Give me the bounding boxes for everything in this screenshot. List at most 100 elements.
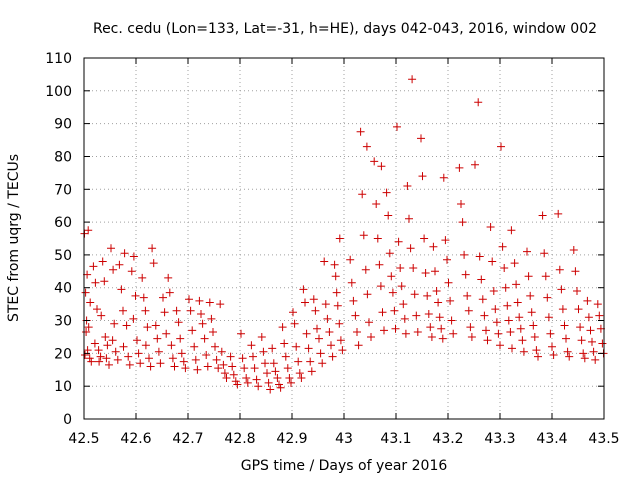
data-point [191, 355, 200, 364]
data-point [367, 333, 375, 341]
data-point [268, 344, 277, 353]
data-point [252, 375, 261, 384]
data-point [87, 357, 96, 366]
x-tick-label: 42.5 [68, 431, 99, 447]
data-point [275, 380, 283, 389]
data-point [427, 333, 436, 341]
data-point [281, 352, 290, 361]
data-point [387, 272, 396, 281]
x-tick-label: 42.8 [224, 431, 255, 447]
data-point [222, 374, 231, 382]
data-point [96, 352, 105, 361]
data-point [359, 231, 368, 240]
data-point [101, 333, 110, 341]
data-point [376, 282, 385, 291]
data-point [139, 293, 148, 302]
data-point [446, 296, 455, 305]
data-point [548, 342, 556, 351]
x-tick-label: 43.3 [484, 431, 515, 447]
data-point [421, 269, 430, 277]
data-point [304, 344, 313, 353]
data-point [159, 293, 167, 302]
data-point [595, 311, 604, 320]
x-tick-label: 42.7 [172, 431, 203, 447]
data-point [122, 321, 131, 330]
data-point [384, 211, 393, 220]
data-point [176, 334, 185, 343]
data-point [105, 360, 113, 369]
data-point [409, 264, 418, 272]
x-tick-label: 43.4 [536, 431, 567, 447]
data-point [283, 364, 292, 373]
data-point [318, 359, 327, 368]
data-point [129, 314, 138, 323]
x-tick-label: 42.9 [276, 431, 307, 447]
data-point [165, 288, 174, 297]
data-point [231, 377, 240, 386]
x-tick-label: 43.2 [432, 431, 463, 447]
data-point [138, 273, 147, 282]
data-point [292, 342, 301, 351]
data-point [164, 273, 173, 282]
data-point [432, 287, 441, 295]
y-tick-label: 20 [54, 346, 72, 362]
data-point [544, 313, 553, 322]
data-point [397, 282, 406, 291]
data-point [543, 293, 552, 302]
y-tick-label: 50 [54, 248, 72, 264]
data-point [335, 234, 344, 243]
data-point [269, 359, 278, 368]
data-point [295, 369, 304, 378]
data-point [489, 287, 498, 295]
data-point [482, 326, 490, 335]
y-tick-label: 10 [54, 379, 72, 395]
data-point [515, 313, 524, 322]
data-point [129, 252, 138, 261]
data-point [85, 354, 94, 363]
data-point [471, 160, 479, 169]
x-tick-label: 42.6 [120, 431, 151, 447]
data-point [546, 329, 555, 338]
data-point [240, 364, 249, 373]
data-point [100, 277, 109, 286]
data-point [111, 347, 120, 356]
data-point [577, 336, 586, 345]
data-point [93, 305, 101, 314]
data-point [554, 209, 563, 218]
data-point [233, 380, 242, 389]
y-tick-label: 30 [54, 314, 72, 330]
data-point [380, 326, 388, 335]
data-point [589, 347, 598, 356]
data-point [378, 308, 387, 317]
data-point [332, 288, 341, 297]
data-point [580, 354, 589, 363]
data-point [406, 244, 415, 253]
data-point [375, 260, 384, 269]
data-point [331, 272, 340, 281]
data-point [280, 339, 289, 348]
data-point [486, 223, 495, 231]
data-point [586, 326, 595, 335]
data-point [412, 311, 421, 320]
data-point [203, 362, 212, 371]
data-point [356, 127, 365, 136]
data-point [480, 311, 489, 320]
data-point [327, 341, 335, 350]
data-point [574, 305, 583, 314]
data-point [297, 374, 306, 382]
y-tick-label: 80 [54, 150, 72, 166]
data-point [185, 295, 193, 304]
data-point [501, 283, 510, 292]
data-point [335, 319, 344, 328]
data-point [278, 323, 287, 332]
data-point [273, 374, 282, 382]
data-point [513, 298, 522, 307]
data-point [483, 336, 492, 345]
data-point [212, 355, 221, 364]
data-point [219, 360, 228, 369]
data-point [90, 339, 99, 348]
data-point [83, 346, 92, 355]
data-point [325, 328, 334, 336]
data-point [174, 318, 183, 327]
data-point [460, 250, 469, 259]
